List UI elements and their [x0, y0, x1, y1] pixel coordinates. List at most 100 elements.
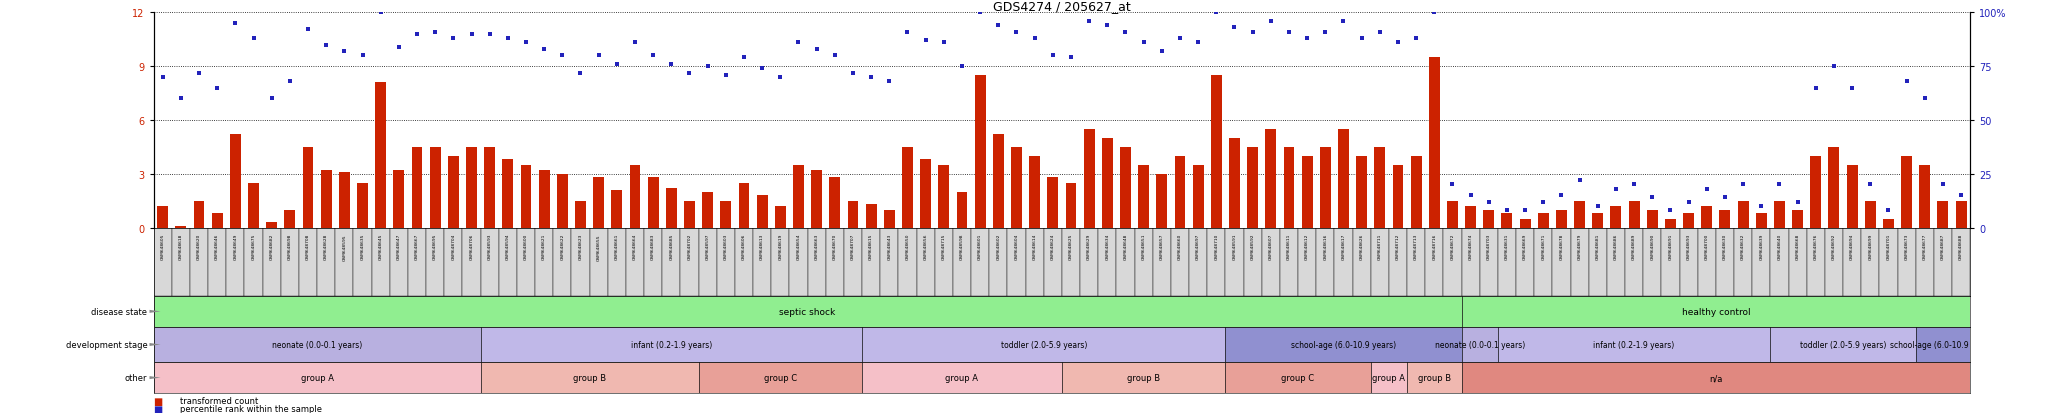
Bar — [1135, 228, 1153, 296]
Text: GSM648693: GSM648693 — [1688, 233, 1690, 260]
Bar — [154, 296, 1462, 327]
Bar — [1901, 157, 1913, 228]
Text: GSM648629: GSM648629 — [1087, 233, 1092, 260]
Point — [1200, 10, 1233, 17]
Text: school-age (6.0-10.9 years): school-age (6.0-10.9 years) — [1890, 340, 1995, 349]
Text: GSM648632: GSM648632 — [1741, 233, 1745, 260]
Bar — [1370, 362, 1407, 393]
Bar — [481, 228, 500, 296]
Text: GSM648683: GSM648683 — [651, 233, 655, 260]
Bar — [1356, 157, 1368, 228]
Bar — [516, 228, 535, 296]
Text: GSM648640: GSM648640 — [1778, 233, 1782, 260]
Bar — [571, 228, 590, 296]
Bar — [449, 157, 459, 228]
Bar — [1538, 214, 1548, 228]
Point — [201, 85, 233, 92]
Point — [1927, 182, 1960, 188]
Bar — [1665, 219, 1675, 228]
Bar — [1647, 210, 1657, 228]
Bar — [1210, 76, 1223, 228]
Bar — [1501, 214, 1511, 228]
Point — [1853, 182, 1886, 188]
Bar — [829, 178, 840, 228]
Bar — [1593, 214, 1604, 228]
Bar — [1516, 228, 1534, 296]
Bar — [463, 228, 481, 296]
Text: GSM648602: GSM648602 — [995, 233, 999, 260]
Point — [1581, 203, 1614, 210]
Bar — [1608, 228, 1624, 296]
Text: GSM648624: GSM648624 — [1051, 233, 1055, 260]
Bar — [754, 228, 772, 296]
Text: GSM648657: GSM648657 — [1159, 233, 1163, 260]
Text: GSM648622: GSM648622 — [561, 233, 565, 260]
Point — [1528, 199, 1561, 206]
Point — [1399, 36, 1432, 42]
Text: GSM648616: GSM648616 — [1323, 233, 1327, 260]
Text: GSM648695: GSM648695 — [434, 233, 436, 260]
Text: GSM648713: GSM648713 — [1413, 233, 1417, 260]
Bar — [1370, 228, 1389, 296]
Point — [819, 53, 852, 59]
Point — [764, 74, 797, 81]
Text: healthy control: healthy control — [1681, 307, 1751, 316]
Bar — [1206, 228, 1225, 296]
Point — [1182, 40, 1214, 47]
Bar — [807, 228, 825, 296]
Point — [1272, 29, 1305, 36]
Point — [999, 29, 1032, 36]
Point — [1110, 29, 1143, 36]
Point — [1163, 36, 1196, 42]
Point — [1219, 25, 1251, 31]
Bar — [1624, 228, 1642, 296]
Bar — [1393, 165, 1403, 228]
Point — [1708, 195, 1741, 201]
Bar — [211, 214, 223, 228]
Bar — [1225, 228, 1243, 296]
Point — [383, 44, 416, 51]
Bar — [1755, 214, 1767, 228]
Point — [1255, 19, 1288, 25]
Point — [145, 74, 178, 81]
Bar — [266, 223, 276, 228]
Bar — [1737, 201, 1749, 228]
Bar — [1556, 210, 1567, 228]
Bar — [1047, 178, 1059, 228]
Bar — [739, 183, 750, 228]
Text: GSM648607: GSM648607 — [1270, 233, 1272, 260]
Bar — [1534, 228, 1552, 296]
Bar — [1610, 206, 1622, 228]
Bar — [629, 165, 641, 228]
Text: GSM648654: GSM648654 — [797, 233, 801, 260]
Text: GSM648677: GSM648677 — [1923, 233, 1927, 260]
Text: GSM648600: GSM648600 — [524, 233, 528, 260]
Point — [256, 96, 289, 102]
Bar — [481, 327, 862, 362]
Point — [219, 21, 252, 27]
Point — [1726, 182, 1759, 188]
Text: GSM648643: GSM648643 — [887, 233, 891, 260]
Bar — [248, 183, 258, 228]
Point — [274, 78, 307, 85]
Title: GDS4274 / 205627_at: GDS4274 / 205627_at — [993, 0, 1130, 13]
Text: GSM648626: GSM648626 — [1360, 233, 1364, 260]
Bar — [285, 210, 295, 228]
Bar — [684, 201, 694, 228]
Text: infant (0.2-1.9 years): infant (0.2-1.9 years) — [631, 340, 713, 349]
Bar — [934, 228, 952, 296]
Point — [309, 42, 342, 49]
Point — [1073, 19, 1106, 25]
Bar — [1788, 228, 1806, 296]
Bar — [1753, 228, 1769, 296]
Text: GSM648619: GSM648619 — [778, 233, 782, 260]
Point — [1509, 207, 1542, 214]
Bar — [1229, 138, 1239, 228]
Bar — [500, 228, 516, 296]
Bar — [1702, 206, 1712, 228]
Text: GSM648687: GSM648687 — [1942, 233, 1946, 260]
Bar — [154, 327, 481, 362]
Point — [872, 78, 905, 85]
Bar — [1810, 157, 1821, 228]
Text: group B: group B — [573, 373, 606, 382]
